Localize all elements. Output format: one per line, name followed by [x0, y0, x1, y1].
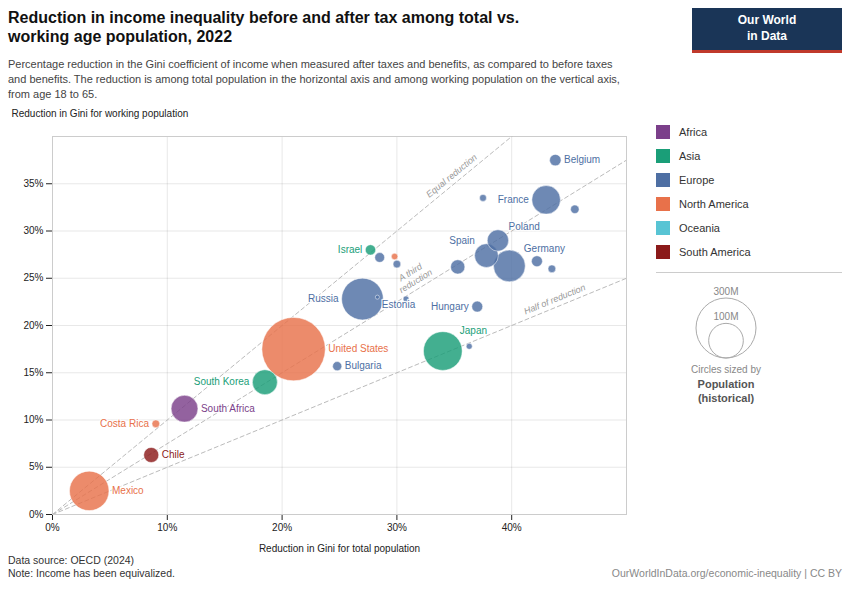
svg-text:South Korea: South Korea: [194, 376, 250, 387]
svg-text:35%: 35%: [23, 177, 43, 188]
svg-text:20%: 20%: [272, 521, 292, 532]
svg-text:Equal reduction: Equal reduction: [424, 152, 479, 199]
html-text:Oceania: Oceania: [679, 221, 720, 234]
svg-text:25%: 25%: [23, 272, 43, 283]
svg-text:South Africa: South Africa: [201, 402, 255, 413]
svg-text:Hungary: Hungary: [431, 300, 469, 311]
svg-text:Russia: Russia: [308, 293, 339, 304]
svg-text:15%: 15%: [23, 366, 43, 377]
html-text:Data source: OECD (2024): Data source: OECD (2024): [8, 553, 135, 566]
svg-text:Mexico: Mexico: [112, 485, 144, 496]
html-text:Reduction in income inequality: Reduction in income inequality before an…: [8, 9, 520, 46]
html-text:Circles sized by: Circles sized by: [691, 363, 761, 375]
html-text:North America: North America: [679, 197, 749, 210]
svg-text:France: France: [498, 194, 530, 205]
html-text:Percentage reduction in the Gi: Percentage reduction in the Gini coeffic…: [8, 58, 620, 100]
svg-text:Reduction in Gini for working: Reduction in Gini for working population: [12, 107, 189, 118]
html-text:Asia: Asia: [679, 149, 701, 162]
svg-text:Bulgaria: Bulgaria: [345, 360, 382, 371]
svg-text:Estonia: Estonia: [382, 298, 416, 309]
svg-text:Costa Rica: Costa Rica: [100, 418, 149, 429]
svg-text:10%: 10%: [157, 521, 177, 532]
svg-text:Spain: Spain: [449, 235, 475, 246]
svg-text:A thirdreduction: A thirdreduction: [392, 258, 434, 295]
svg-text:Half of reduction: Half of reduction: [522, 282, 586, 316]
svg-text:Belgium: Belgium: [564, 154, 600, 165]
svg-text:Poland: Poland: [509, 220, 540, 231]
html-text:Our World in Data: Our World in Data: [737, 13, 797, 43]
svg-text:0%: 0%: [29, 508, 44, 519]
svg-text:Chile: Chile: [162, 449, 185, 460]
svg-text:Reduction in Gini for total po: Reduction in Gini for total population: [259, 542, 420, 553]
svg-text:30%: 30%: [23, 225, 43, 236]
html-text:Population (historical): Population (historical): [697, 377, 755, 404]
html-text:Note: Income has been equivali: Note: Income has been equivalized.: [8, 567, 175, 580]
svg-text:300M: 300M: [713, 286, 738, 297]
html-text:Europe: Europe: [679, 173, 715, 186]
svg-text:30%: 30%: [387, 521, 407, 532]
svg-text:0%: 0%: [45, 521, 60, 532]
svg-text:Germany: Germany: [524, 242, 565, 253]
svg-text:Israel: Israel: [338, 244, 362, 255]
svg-text:United States: United States: [328, 343, 388, 354]
svg-text:5%: 5%: [29, 461, 44, 472]
html-text:OurWorldInData.org/economic-in: OurWorldInData.org/economic-inequality |…: [611, 567, 842, 580]
svg-text:100M: 100M: [713, 311, 738, 322]
svg-text:10%: 10%: [23, 414, 43, 425]
html-text:Africa: Africa: [679, 125, 708, 138]
svg-text:20%: 20%: [23, 319, 43, 330]
svg-text:40%: 40%: [502, 521, 522, 532]
svg-text:Japan: Japan: [460, 325, 487, 336]
html-text:South America: South America: [679, 245, 751, 258]
